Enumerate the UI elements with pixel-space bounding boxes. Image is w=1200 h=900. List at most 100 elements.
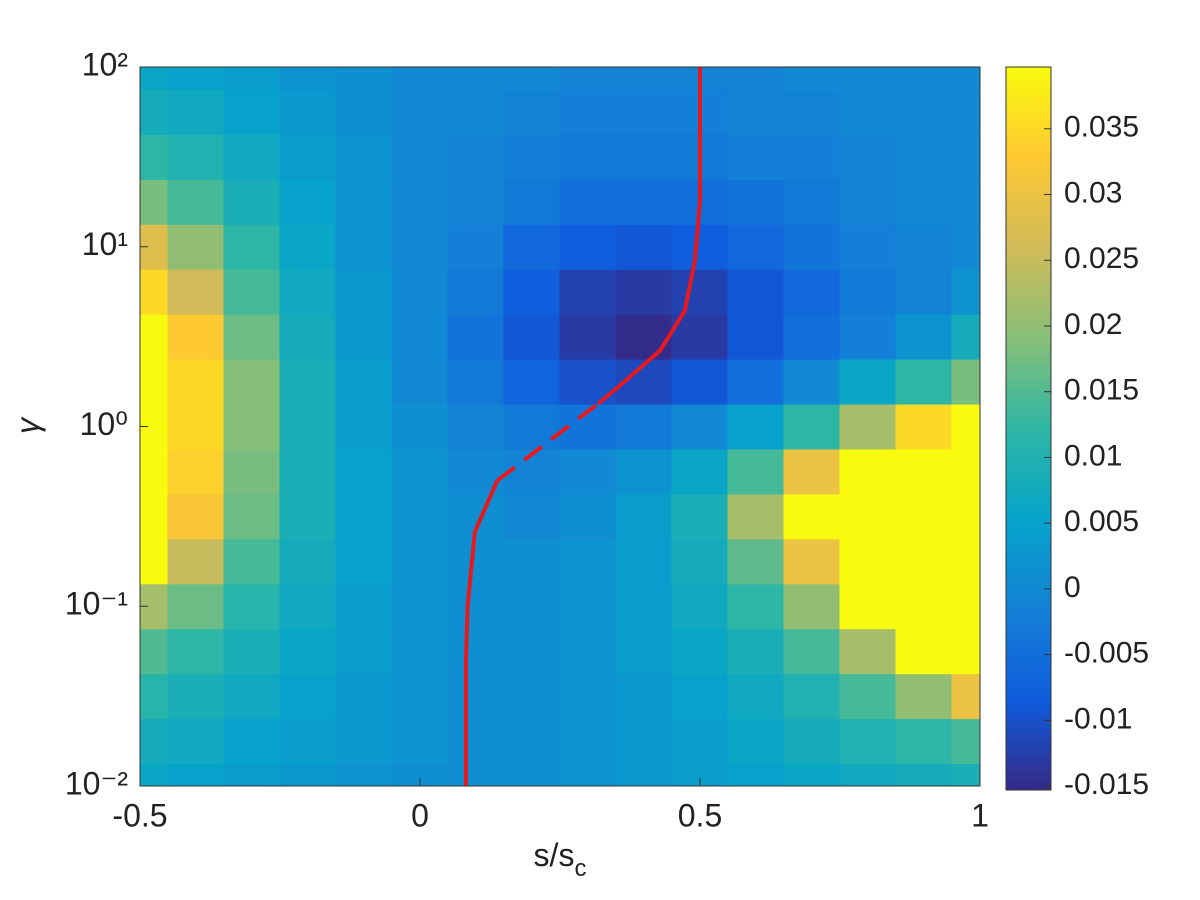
heat-cell (783, 673, 841, 720)
heat-cell (140, 718, 169, 765)
heat-cell (391, 493, 449, 540)
heat-cell (671, 763, 729, 786)
heat-cell (167, 763, 225, 786)
heat-cell (140, 268, 169, 315)
heat-cell (839, 583, 897, 630)
heat-cell (335, 358, 393, 405)
colorbar (1005, 66, 1052, 791)
heat-cell (223, 718, 281, 765)
heat-cell (391, 133, 449, 180)
heat-cell (167, 268, 225, 315)
heat-cell (447, 628, 505, 675)
heat-cell (447, 763, 505, 786)
heat-cell (951, 178, 980, 225)
heat-cell (279, 403, 337, 450)
heat-cell (447, 673, 505, 720)
heat-cell (391, 673, 449, 720)
heat-cell (335, 223, 393, 270)
colorbar-tick-label: 0.035 (1064, 111, 1139, 144)
heat-cell (951, 448, 980, 495)
heat-cell (895, 313, 953, 360)
y-tick-label: 10⁻² (65, 765, 128, 801)
heat-cell (727, 448, 785, 495)
heat-cell (671, 718, 729, 765)
heat-cell (279, 493, 337, 540)
colorbar-tick-label: -0.015 (1064, 768, 1149, 801)
heat-cell (503, 268, 561, 315)
heat-cell (671, 538, 729, 585)
heat-cell (503, 583, 561, 630)
heat-cell (559, 313, 617, 360)
heat-cell (279, 538, 337, 585)
heat-cell (951, 133, 980, 180)
heat-cell (447, 583, 505, 630)
heat-cell (447, 67, 505, 90)
heat-cell (727, 133, 785, 180)
heat-cell (839, 718, 897, 765)
heat-cell (223, 268, 281, 315)
heat-cell (391, 583, 449, 630)
colorbar-tick-label: 0.02 (1064, 308, 1122, 341)
heat-cell (391, 403, 449, 450)
heat-cell (895, 133, 953, 180)
heat-cell (671, 268, 729, 315)
heat-cell (391, 718, 449, 765)
heat-cell (895, 67, 953, 90)
heat-cell (447, 268, 505, 315)
heat-cell (671, 403, 729, 450)
heat-cell (279, 628, 337, 675)
x-label-main: s/s (534, 837, 575, 873)
heat-cell (279, 67, 337, 90)
curve (463, 479, 500, 786)
heat-cell (447, 133, 505, 180)
heat-cell (727, 403, 785, 450)
heat-cell (447, 88, 505, 135)
heat-cell (951, 67, 980, 90)
colorbar-tick-label: -0.01 (1064, 702, 1132, 735)
heat-cell (839, 268, 897, 315)
heat-cell (167, 133, 225, 180)
heat-cell (223, 358, 281, 405)
heat-cell (783, 223, 841, 270)
heat-cell (503, 538, 561, 585)
heat-cell (223, 763, 281, 786)
heat-cell (223, 538, 281, 585)
heat-cell (391, 223, 449, 270)
heat-cell (447, 358, 505, 405)
heat-cell (615, 718, 673, 765)
heat-cell (727, 628, 785, 675)
heat-cell (167, 538, 225, 585)
heat-cell (895, 673, 953, 720)
heat-cell (615, 448, 673, 495)
heat-cell (335, 178, 393, 225)
heat-cell (895, 403, 953, 450)
y-tick-label: 10² (82, 46, 129, 82)
x-tick-label: -0.5 (112, 797, 167, 833)
heat-cell (783, 358, 841, 405)
heat-cell (951, 268, 980, 315)
heat-cell (391, 88, 449, 135)
colorbar-tick-label: 0.005 (1064, 505, 1139, 538)
heat-cell (951, 583, 980, 630)
heat-cell (615, 223, 673, 270)
heat-cell (559, 583, 617, 630)
heat-cell (783, 88, 841, 135)
heat-cell (279, 88, 337, 135)
heat-cell (727, 178, 785, 225)
heat-cell (503, 313, 561, 360)
heat-cell (615, 313, 673, 360)
heat-cell (727, 223, 785, 270)
heat-cell (783, 403, 841, 450)
heat-cell (223, 448, 281, 495)
heat-cell (391, 628, 449, 675)
heat-cell (140, 88, 169, 135)
heat-cell (140, 67, 169, 90)
heat-cell (335, 583, 393, 630)
heat-cell (140, 133, 169, 180)
heat-cell (783, 763, 841, 786)
heat-cell (615, 538, 673, 585)
heat-cell (391, 358, 449, 405)
y-tick-label: 10⁻¹ (65, 586, 128, 622)
heat-cell (783, 178, 841, 225)
colorbar-tick-label: 0.025 (1064, 242, 1139, 275)
